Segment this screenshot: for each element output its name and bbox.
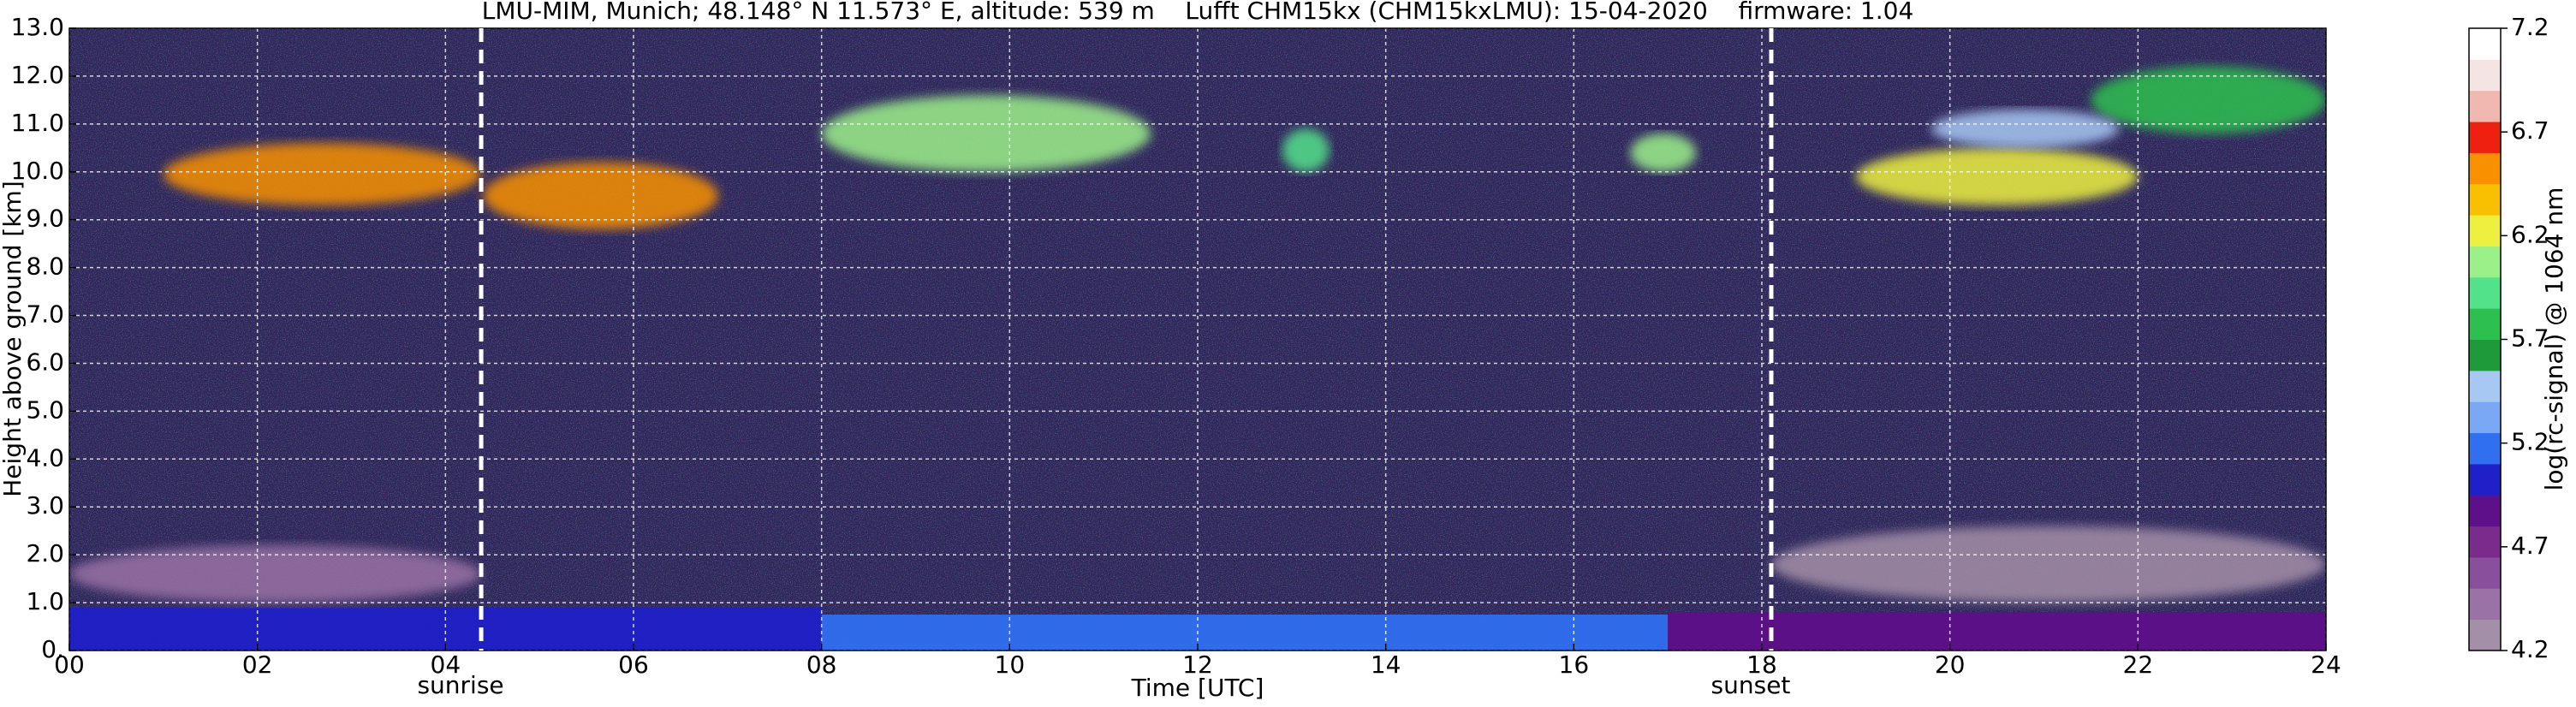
colorbar-swatch	[2469, 246, 2501, 278]
y-tick-label: 4.0	[26, 443, 64, 472]
signal-region	[821, 95, 1151, 172]
colorbar-tick-label: 4.2	[2511, 635, 2549, 663]
y-axis-label: Height above ground [km]	[0, 181, 27, 497]
y-tick-label: 10.0	[11, 157, 64, 185]
y-tick-label: 7.0	[26, 300, 64, 329]
colorbar-swatch	[2469, 432, 2501, 465]
x-tick-label: 16	[1559, 651, 1590, 679]
x-tick-label: 14	[1371, 651, 1401, 679]
signal-region	[69, 607, 822, 651]
colorbar-swatch	[2469, 152, 2501, 185]
colorbar-tick-label: 6.2	[2511, 220, 2549, 248]
colorbar-swatch	[2469, 183, 2501, 216]
colorbar: 4.2 4.7 5.2 5.7 6.2 6.7 7.2	[2468, 13, 2549, 663]
x-tick-label: 06	[618, 651, 649, 679]
x-tick-label: 04	[431, 651, 461, 679]
colorbar-tick-label: 7.2	[2511, 13, 2549, 41]
signal-region	[1668, 612, 2326, 651]
signal-region	[1855, 147, 2139, 205]
x-axis-label: Time [UTC]	[1131, 674, 1264, 702]
colorbar-tick-label: 4.7	[2511, 532, 2549, 560]
x-tick-label: 08	[806, 651, 837, 679]
colorbar-tick-label: 6.7	[2511, 116, 2549, 145]
y-tick-label: 5.0	[26, 395, 64, 424]
y-tick-label: 8.0	[26, 253, 64, 281]
y-tick-label: 0.	[41, 635, 64, 663]
colorbar-swatch	[2469, 463, 2501, 496]
colorbar-swatch	[2469, 276, 2501, 309]
x-tick-label: 02	[242, 651, 273, 679]
y-tick-label: 2.0	[26, 539, 64, 567]
signal-region	[1630, 134, 1697, 172]
x-tick-label: 00	[54, 651, 85, 679]
colorbar-swatch	[2469, 28, 2501, 60]
x-tick-label: 20	[1935, 651, 1966, 679]
signal-region	[2091, 66, 2326, 134]
y-tick-label: 11.0	[11, 109, 64, 137]
x-tick-label: 12	[1182, 651, 1213, 679]
colorbar-tick-label: 5.7	[2511, 324, 2549, 353]
colorbar-swatch	[2469, 619, 2501, 651]
signal-region	[69, 544, 482, 603]
colorbar-tick-label: 5.2	[2511, 428, 2549, 456]
chart-title: LMU-MIM, Munich; 48.148° N 11.573° E, al…	[482, 0, 1914, 25]
colorbar-swatch	[2469, 215, 2501, 247]
y-tick-label: 3.0	[26, 491, 64, 520]
colorbar-swatch	[2469, 556, 2501, 589]
y-tick-label: 12.0	[11, 61, 64, 89]
signal-region	[1770, 526, 2326, 603]
regions	[69, 66, 2326, 651]
x-tick-label: 22	[2123, 651, 2154, 679]
y-tick-label: 9.0	[26, 205, 64, 233]
signal-region	[1282, 128, 1330, 172]
event-label: sunrise	[417, 671, 503, 699]
colorbar-swatch	[2469, 370, 2501, 402]
colorbar-swatch	[2469, 588, 2501, 621]
colorbar-swatch	[2469, 59, 2501, 92]
colorbar-swatch	[2469, 339, 2501, 371]
signal-region	[821, 615, 1669, 651]
colorbar-swatch	[2469, 401, 2501, 434]
colorbar-swatch	[2469, 122, 2501, 153]
y-tick-label: 13.0	[11, 13, 64, 41]
y-tick-label: 1.0	[26, 587, 64, 615]
colorbar-swatch	[2469, 526, 2501, 558]
x-tick-label: 24	[2311, 651, 2341, 679]
event-label: sunset	[1711, 671, 1791, 699]
signal-region	[1931, 110, 2120, 148]
colorbar-swatch	[2469, 90, 2501, 122]
x-tick-label: 10	[995, 651, 1026, 679]
x-tick-label: 18	[1746, 651, 1777, 679]
colorbar-label: log(rc-signal) @ 1064 nm	[2540, 187, 2568, 491]
signal-region	[483, 162, 718, 229]
colorbar-swatch	[2469, 495, 2501, 527]
y-tick-label: 6.0	[26, 348, 64, 376]
colorbar-swatch	[2469, 308, 2501, 340]
signal-region	[163, 143, 482, 205]
